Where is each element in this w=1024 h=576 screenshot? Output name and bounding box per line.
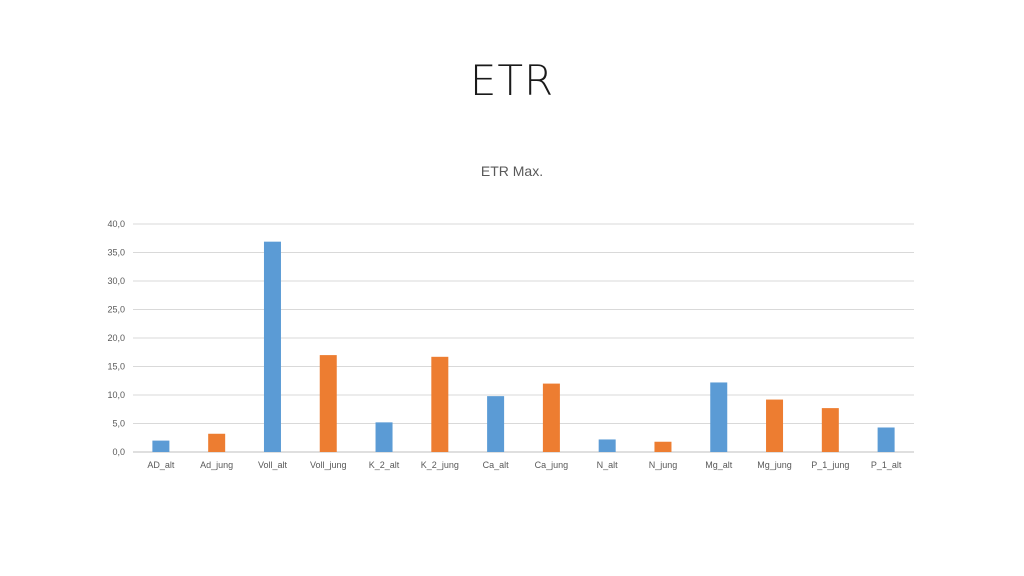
bar-ca-alt bbox=[487, 396, 505, 452]
bars bbox=[152, 241, 895, 452]
y-tick-label: 0,0 bbox=[112, 447, 125, 457]
x-tick-label: N_alt bbox=[597, 460, 619, 470]
slide-title: ETR bbox=[469, 56, 555, 105]
x-tick-label: Ca_jung bbox=[535, 460, 569, 470]
y-tick-label: 25,0 bbox=[107, 305, 125, 315]
y-axis-ticks: 0,0 5,0 10,0 15,0 20,0 25,0 30,0 35,0 40,0 bbox=[107, 219, 125, 457]
y-tick-label: 35,0 bbox=[107, 248, 125, 258]
bar-n-jung bbox=[654, 441, 672, 452]
x-tick-label: Mg_alt bbox=[705, 460, 733, 470]
x-tick-label: Voll_alt bbox=[258, 460, 288, 470]
bar-mg-alt bbox=[710, 382, 728, 452]
x-tick-label: Mg_jung bbox=[757, 460, 792, 470]
bar-k-2-alt bbox=[375, 422, 393, 452]
bar-voll-jung bbox=[319, 355, 337, 452]
x-axis-ticks: AD_alt Ad_jung Voll_alt Voll_jung K_2_alt K_2… bbox=[147, 460, 901, 470]
x-tick-label: Voll_jung bbox=[310, 460, 347, 470]
bar-ad-jung bbox=[208, 433, 226, 452]
bar-p-1-jung bbox=[821, 408, 839, 452]
x-tick-label: AD_alt bbox=[147, 460, 175, 470]
x-tick-label: Ca_alt bbox=[483, 460, 510, 470]
x-tick-label: Ad_jung bbox=[200, 460, 233, 470]
bar-chart: ETR Max. 0,0 5,0 10,0 15,0 20,0 25,0 30,0 35,0 4… bbox=[107, 163, 914, 470]
y-tick-label: 30,0 bbox=[107, 276, 125, 286]
bar-k-2-jung bbox=[431, 356, 449, 452]
y-tick-label: 5,0 bbox=[112, 419, 125, 429]
bar-voll-alt bbox=[263, 241, 281, 452]
y-tick-label: 20,0 bbox=[107, 333, 125, 343]
x-tick-label: P_1_jung bbox=[811, 460, 849, 470]
y-tick-label: 40,0 bbox=[107, 219, 125, 229]
chart-title: ETR Max. bbox=[481, 163, 543, 179]
x-tick-label: K_2_jung bbox=[421, 460, 459, 470]
bar-ad-alt bbox=[152, 440, 170, 452]
x-tick-label: K_2_alt bbox=[369, 460, 400, 470]
bar-ca-jung bbox=[542, 383, 560, 452]
y-tick-label: 10,0 bbox=[107, 390, 125, 400]
x-tick-label: N_jung bbox=[649, 460, 678, 470]
y-tick-label: 15,0 bbox=[107, 362, 125, 372]
x-tick-label: P_1_alt bbox=[871, 460, 902, 470]
bar-p-1-alt bbox=[877, 427, 895, 452]
gridlines bbox=[133, 223, 914, 453]
bar-n-alt bbox=[598, 439, 616, 452]
bar-mg-jung bbox=[766, 399, 784, 452]
